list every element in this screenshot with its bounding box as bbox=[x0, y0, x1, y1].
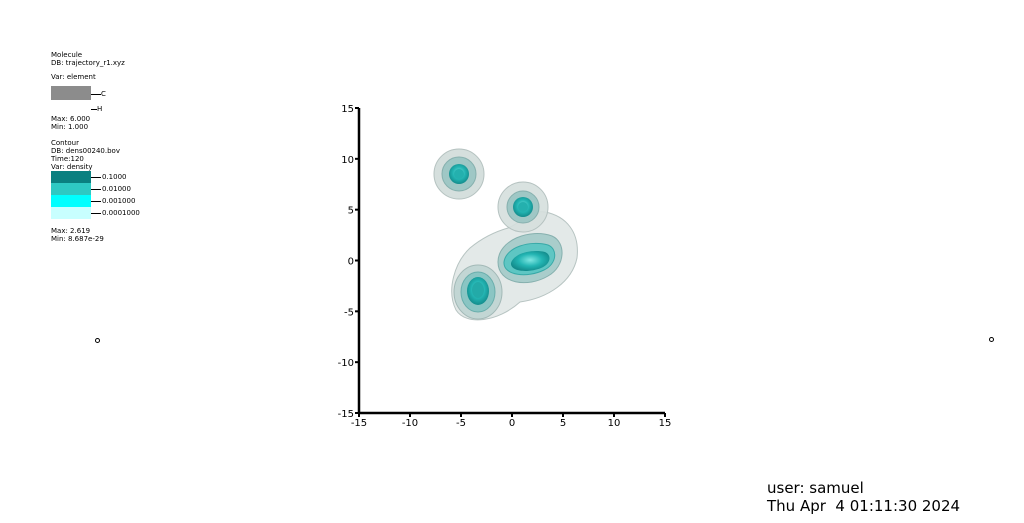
contour-swatch-1 bbox=[51, 183, 91, 195]
x-tick-label: -5 bbox=[456, 418, 466, 429]
user-info: user: samuel Thu Apr 4 01:11:30 2024 bbox=[767, 479, 960, 515]
x-tick-label: 0 bbox=[509, 418, 515, 429]
molecule-legend-min: Min: 1.000 bbox=[51, 123, 89, 131]
molecule-legend-title: Molecule bbox=[51, 51, 83, 59]
contour-swatch-2 bbox=[51, 195, 91, 207]
legend-label-h: H bbox=[97, 105, 103, 113]
molecule-legend-db: DB: trajectory_r1.xyz bbox=[51, 59, 125, 67]
left-edge-marker-icon bbox=[95, 338, 100, 343]
contour-legend-min: Min: 8.687e-29 bbox=[51, 235, 104, 243]
molecule-legend-colorbar: C H bbox=[51, 81, 125, 114]
x-tick-label: -10 bbox=[402, 418, 418, 429]
molecule-legend-max: Max: 6.000 bbox=[51, 115, 91, 123]
y-tick-label: 10 bbox=[341, 155, 354, 166]
x-tick-label: 15 bbox=[659, 418, 672, 429]
contour-label-1: 0.01000 bbox=[102, 185, 131, 193]
x-tick-label: 5 bbox=[560, 418, 566, 429]
right-edge-marker-icon bbox=[989, 337, 994, 342]
density-contour-surface bbox=[433, 148, 578, 321]
user-name: user: samuel bbox=[767, 479, 864, 497]
y-axis-ticks: 15 10 5 0 -5 -10 -15 bbox=[338, 104, 359, 420]
contour-label-0: 0.1000 bbox=[102, 173, 127, 181]
contour-legend-time: Time:120 bbox=[51, 155, 84, 163]
contour-legend-db: DB: dens00240.bov bbox=[51, 147, 120, 155]
contour-legend: Contour DB: dens00240.bov Time:120 Var: … bbox=[51, 139, 140, 243]
molecule-legend: Molecule DB: trajectory_r1.xyz Var: elem… bbox=[51, 51, 125, 131]
contour-label-2: 0.001000 bbox=[102, 197, 136, 205]
contour-swatch-0 bbox=[51, 171, 91, 183]
legend-swatch-c bbox=[51, 86, 91, 100]
molecule-legend-var: Var: element bbox=[51, 73, 96, 81]
y-tick-label: 5 bbox=[348, 206, 354, 217]
y-tick-label: 0 bbox=[348, 257, 354, 268]
y-tick-label: -5 bbox=[344, 307, 354, 318]
x-axis-ticks: -15 -10 -5 0 5 10 15 bbox=[351, 413, 672, 429]
x-tick-label: 10 bbox=[608, 418, 621, 429]
contour-label-3: 0.0001000 bbox=[102, 209, 140, 217]
contour-legend-colorbar: 0.1000 0.01000 0.001000 0.0001000 bbox=[51, 171, 140, 219]
y-tick-label: 15 bbox=[341, 104, 354, 115]
legend-label-c: C bbox=[101, 90, 106, 98]
x-tick-label: -15 bbox=[351, 418, 367, 429]
contour-legend-var: Var: density bbox=[51, 163, 93, 171]
contour-legend-max: Max: 2.619 bbox=[51, 227, 91, 235]
y-tick-label: -10 bbox=[338, 358, 354, 369]
datetime: Thu Apr 4 01:11:30 2024 bbox=[767, 497, 961, 515]
y-tick-label: -15 bbox=[338, 409, 354, 420]
contour-legend-title: Contour bbox=[51, 139, 79, 147]
legend-swatch-h bbox=[51, 100, 91, 114]
contour-swatch-3 bbox=[51, 207, 91, 219]
